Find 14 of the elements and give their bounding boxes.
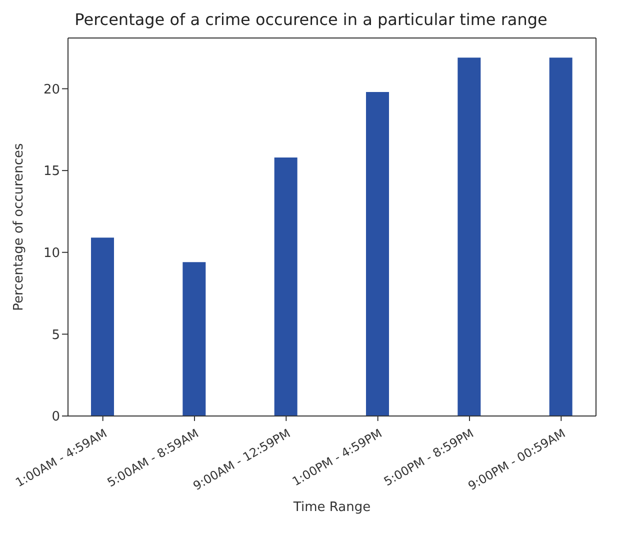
bar [549, 58, 572, 416]
bar [366, 92, 389, 416]
chart-title: Percentage of a crime occurence in a particular time range [74, 9, 548, 31]
bar [91, 238, 114, 416]
y-axis-title: Percentage of occurences [12, 142, 27, 311]
bar [182, 262, 206, 416]
y-tick-label: 10 [43, 246, 60, 261]
y-tick-label: 0 [52, 410, 60, 425]
y-tick-label: 5 [52, 328, 60, 343]
x-axis-title: Time Range [292, 500, 371, 515]
y-tick-label: 20 [43, 82, 60, 98]
bar [274, 157, 298, 416]
bar [458, 58, 481, 416]
y-tick-label: 15 [43, 164, 60, 180]
